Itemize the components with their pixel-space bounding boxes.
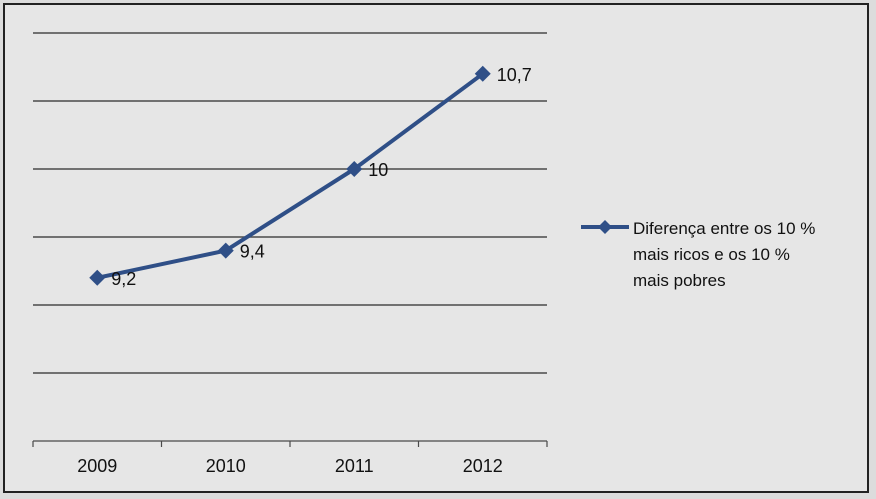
- line-chart: 2009 2010 2011 2012 9,2 9,4 10 10,7 Diferença …: [32, 32, 815, 476]
- data-labels: 9,2 9,4 10 10,7: [111, 65, 532, 289]
- data-point-2009: [89, 269, 106, 286]
- x-axis: 2009 2010 2011 2012: [32, 440, 548, 476]
- data-label-2009: 9,2: [111, 269, 136, 289]
- data-point-2012: [474, 65, 491, 82]
- series-markers: [89, 65, 491, 286]
- series-lines: [96, 72, 484, 280]
- legend: Diferença entre os 10 % mais ricos e os 1…: [581, 219, 815, 290]
- data-label-2011: 10: [368, 160, 388, 180]
- data-label-2012: 10,7: [497, 65, 532, 85]
- data-point-2011: [346, 161, 363, 177]
- legend-text-line-0: Diferença entre os 10 %: [633, 219, 815, 238]
- x-tick-label-2010: 2010: [206, 456, 246, 476]
- x-tick-label-2012: 2012: [463, 456, 503, 476]
- legend-text-line-2: mais pobres: [633, 271, 726, 290]
- legend-text-line-1: mais ricos e os 10 %: [633, 245, 790, 264]
- data-point-2010: [217, 242, 234, 259]
- x-tick-label-2011: 2011: [335, 456, 374, 476]
- chart-frame: 2009 2010 2011 2012 9,2 9,4 10 10,7 Diferença …: [3, 3, 869, 493]
- x-tick-label-2009: 2009: [77, 456, 117, 476]
- data-label-2010: 9,4: [240, 242, 265, 262]
- series-line-0: [96, 72, 484, 280]
- legend-marker-swatch: [598, 220, 612, 234]
- gridlines: [33, 32, 547, 374]
